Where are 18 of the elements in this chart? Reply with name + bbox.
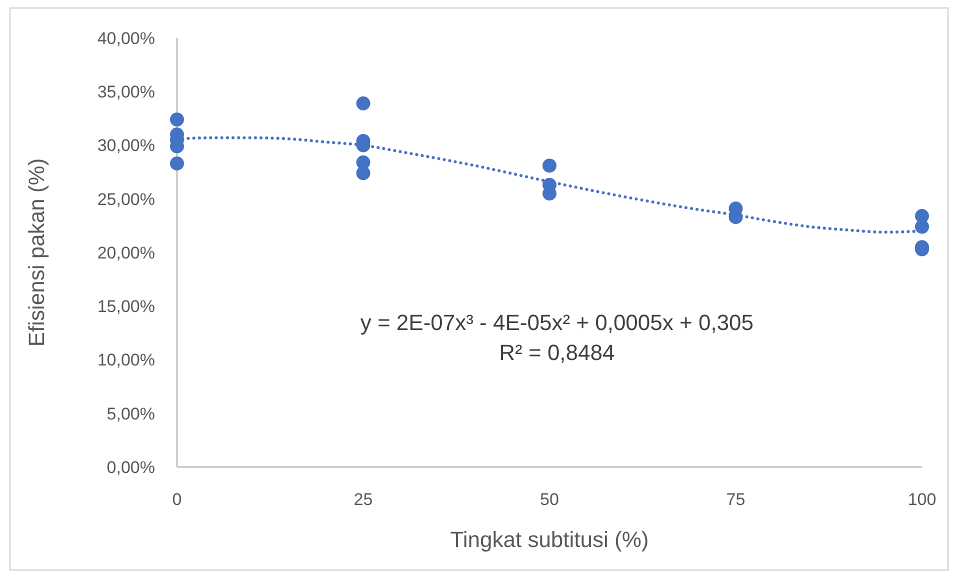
y-tick-label: 5,00% [106, 404, 155, 424]
y-tick-label: 30,00% [97, 136, 155, 156]
annotation: y = 2E-07x³ - 4E-05x² + 0,0005x + 0,305 [360, 310, 754, 335]
x-tick-label: 75 [726, 490, 746, 509]
annotation: R² = 0,8484 [499, 340, 615, 365]
y-tick-label: 40,00% [97, 28, 155, 48]
x-tick-label: 100 [908, 490, 936, 509]
y-tick-label: 25,00% [97, 190, 155, 209]
y-tick-label: 20,00% [97, 243, 155, 262]
y-tick-label: 0,00% [106, 458, 155, 477]
y-tick-label: 35,00% [97, 82, 155, 102]
x-tick-label: 50 [540, 490, 559, 509]
y-tick-label: 15,00% [97, 297, 155, 316]
x-tick-label: 0 [172, 490, 182, 509]
y-axis-title: Efisiensi pakan (%) [24, 158, 49, 347]
x-tick-label: 25 [354, 490, 373, 509]
y-tick-label: 10,00% [97, 350, 155, 370]
x-axis-title: Tingkat subtitusi (%) [450, 527, 649, 552]
